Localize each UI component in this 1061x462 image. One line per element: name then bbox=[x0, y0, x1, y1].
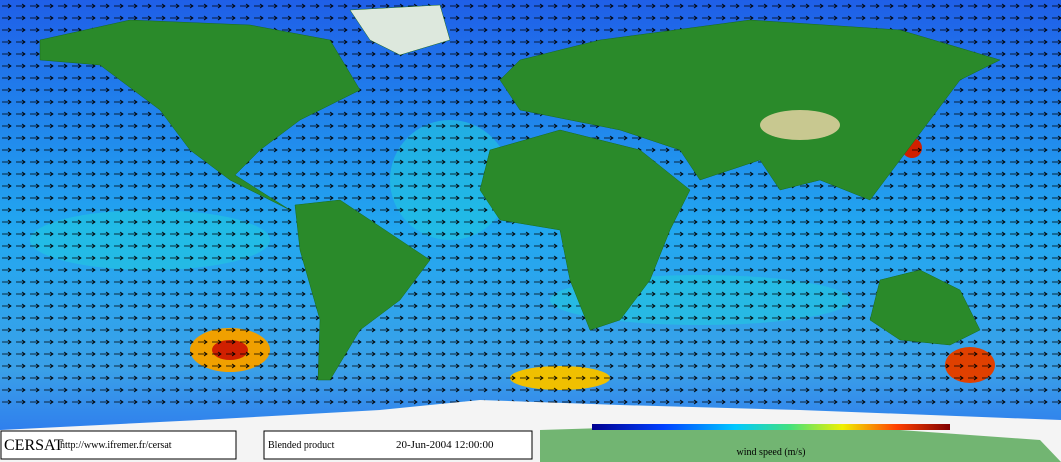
brand: CERSAT bbox=[4, 437, 64, 454]
url: http://www.ifremer.fr/cersat bbox=[60, 440, 172, 451]
brand-box bbox=[0, 430, 237, 460]
product: Blended product bbox=[268, 440, 335, 451]
antarctica-relief bbox=[540, 425, 1061, 462]
colorbar-ramp bbox=[592, 424, 950, 430]
colorbar: wind speed (m/s) bbox=[592, 424, 950, 458]
colorbar-label: wind speed (m/s) bbox=[737, 447, 806, 458]
product-box bbox=[263, 430, 533, 460]
date: 20-Jun-2004 12:00:00 bbox=[396, 439, 494, 451]
land bbox=[39, 4, 1001, 381]
